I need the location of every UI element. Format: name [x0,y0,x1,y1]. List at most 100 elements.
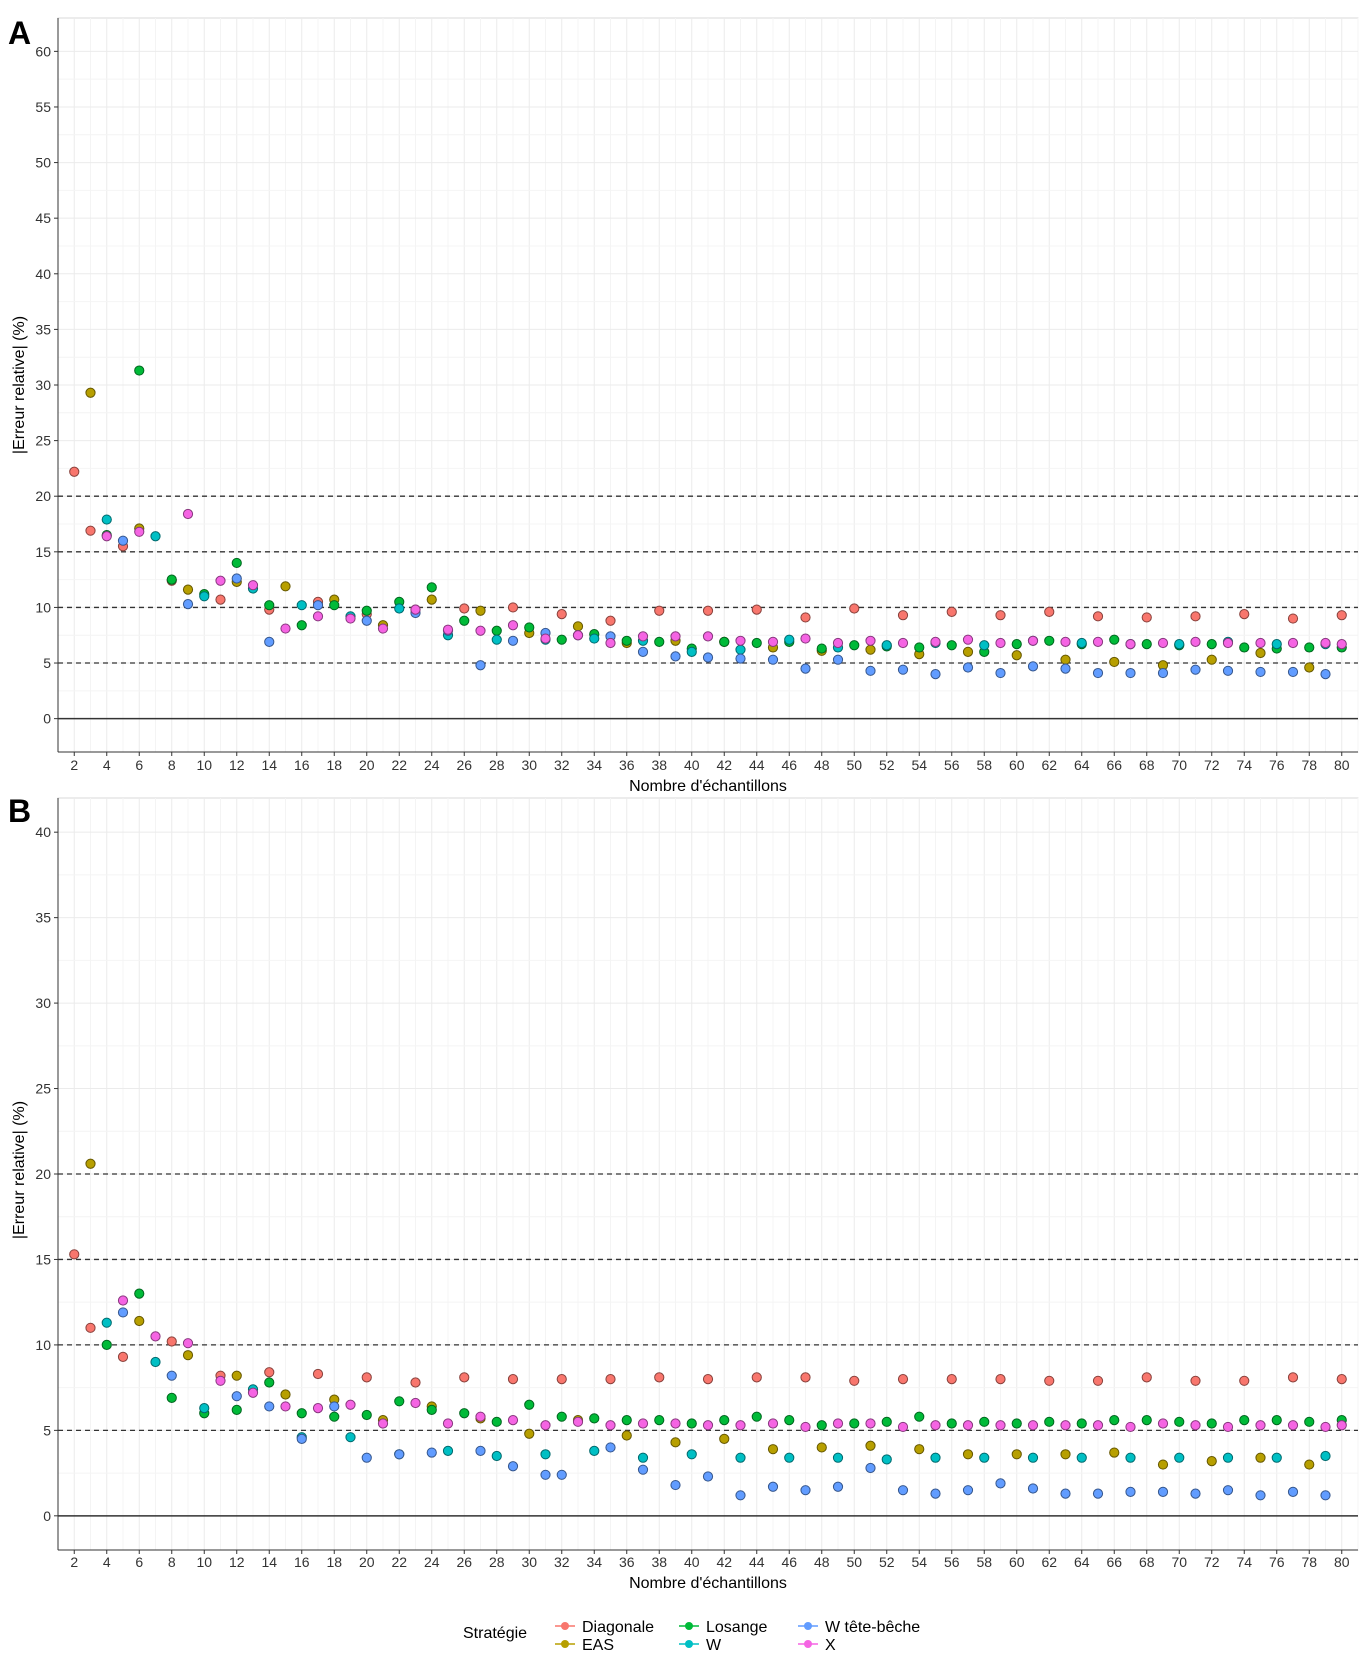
data-point-panel-b [832,1418,844,1429]
data-point-panel-b [702,1471,714,1482]
data-point-panel-a [166,574,177,585]
data-point-panel-b [979,1416,990,1427]
x-tick-label: 44 [749,1554,765,1570]
data-point-panel-a [1336,610,1347,621]
data-point-panel-b [280,1389,291,1400]
data-point-panel-b [134,1315,145,1327]
data-point-panel-a [897,664,909,675]
x-tick-label: 48 [814,1554,830,1570]
data-point-panel-a [1255,637,1266,649]
data-point-panel-a [264,600,275,611]
x-tick-label: 62 [1041,1554,1057,1570]
data-point-panel-a [101,514,112,525]
y-tick-label: 50 [35,155,51,171]
x-tick-label: 2 [70,757,78,773]
data-point-panel-b [1174,1416,1185,1427]
data-point-panel-b [589,1445,600,1456]
data-point-panel-b [1027,1483,1039,1494]
data-point-panel-b [605,1373,616,1385]
x-tick-label: 52 [879,757,895,773]
data-point-panel-a [491,634,502,645]
x-tick-label: 68 [1139,757,1155,773]
x-tick-label: 28 [489,757,505,773]
data-point-panel-a [507,635,519,646]
data-point-panel-a [637,631,649,642]
data-point-panel-a [800,633,811,644]
x-tick-label: 72 [1204,757,1220,773]
x-tick-label: 32 [554,1554,570,1570]
x-tick-label: 38 [651,1554,667,1570]
data-point-panel-b [1336,1420,1347,1431]
data-point-panel-a [1157,637,1169,649]
data-point-panel-a [117,535,129,546]
data-point-panel-a [946,606,957,617]
x-tick-label: 66 [1106,757,1122,773]
data-point-panel-a [735,644,746,655]
data-point-panel-a [182,584,194,595]
data-point-panel-a [719,636,730,648]
x-tick-label: 80 [1334,757,1350,773]
x-tick-label: 48 [814,757,830,773]
data-point-panel-a [702,652,714,663]
data-point-panel-b [459,1372,470,1383]
panel-a-reference-lines [58,495,1358,720]
data-point-panel-b [946,1418,957,1429]
data-point-panel-b [1222,1421,1234,1433]
data-point-panel-b [1157,1486,1169,1497]
x-tick-label: 36 [619,1554,635,1570]
data-point-panel-b [767,1444,779,1455]
data-point-panel-a [1320,637,1331,649]
data-point-panel-b [816,1420,827,1431]
data-point-panel-b [1060,1420,1071,1431]
panel-a-x-ticks: 2 4 6 8 10 12 14 16 18 20 22 24 26 28 30 32 34 36 38 40 42 44… [58,751,1358,773]
data-point-panel-b [962,1485,974,1496]
data-point-panel-a [134,365,145,376]
data-point-panel-b [264,1401,275,1412]
data-point-panel-b [85,1322,96,1333]
data-point-panel-b [117,1307,129,1318]
data-point-panel-b [1287,1420,1299,1431]
x-tick-label: 4 [103,1554,111,1570]
data-point-panel-b [491,1450,502,1462]
data-point-panel-b [670,1437,681,1448]
data-point-panel-a [849,603,860,614]
x-tick-label: 22 [391,1554,407,1570]
data-point-panel-b [459,1408,470,1419]
x-tick-label: 18 [326,757,342,773]
data-point-panel-b [1141,1372,1152,1383]
data-point-panel-a [1141,612,1152,623]
data-point-panel-b [1125,1486,1136,1497]
legend-label: X [825,1637,836,1654]
data-point-panel-a [832,654,844,665]
x-tick-label: 20 [359,1554,375,1570]
data-point-panel-b [1060,1449,1071,1460]
x-tick-label: 38 [651,757,667,773]
data-point-panel-a [1206,654,1217,665]
data-point-panel-b [605,1420,616,1431]
data-point-panel-a [182,598,194,610]
x-tick-label: 2 [70,1554,78,1570]
data-point-panel-a [962,662,974,673]
y-tick-label: 15 [35,544,51,560]
data-point-panel-a [865,635,876,646]
x-tick-label: 42 [716,1554,732,1570]
data-point-panel-a [670,651,681,662]
data-point-panel-a [556,608,567,620]
x-tick-label: 8 [168,757,176,773]
data-point-panel-b [524,1399,535,1410]
data-point-panel-b [1109,1447,1120,1458]
x-tick-label: 58 [976,757,992,773]
data-point-panel-b [637,1464,649,1475]
data-point-panel-b [442,1445,454,1456]
data-point-panel-b [556,1373,567,1385]
data-point-panel-b [1092,1488,1104,1499]
x-tick-label: 34 [586,1554,602,1570]
data-point-panel-b [199,1403,210,1414]
x-tick-label: 26 [456,757,472,773]
data-point-panel-b [280,1401,291,1412]
data-point-panel-b [702,1373,714,1385]
data-point-panel-a [995,637,1006,649]
data-point-panel-a [1190,636,1201,648]
data-point-panel-b [296,1433,307,1445]
legend-label: Losange [706,1619,767,1636]
